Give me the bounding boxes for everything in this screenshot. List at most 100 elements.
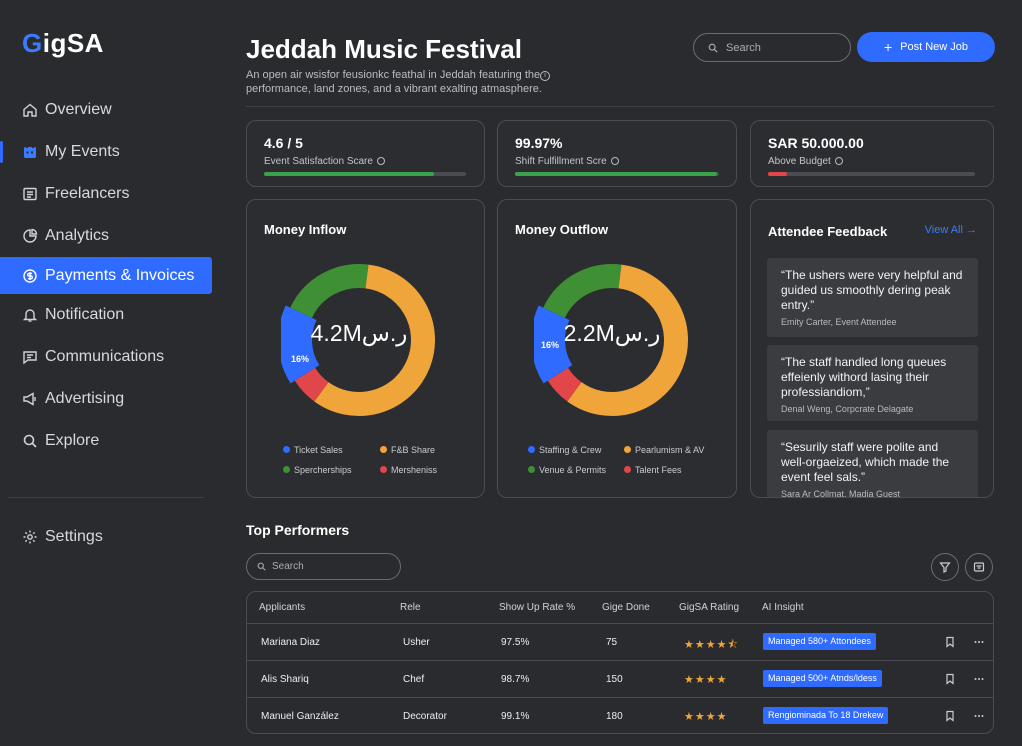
sidebar-item-notification[interactable]: Notification bbox=[0, 294, 212, 336]
filter-button[interactable] bbox=[931, 553, 959, 581]
megaphone-icon bbox=[22, 391, 38, 407]
quote-author: Sara Ar Collmat, Madia Guest bbox=[781, 489, 901, 498]
dollar-icon bbox=[22, 268, 38, 284]
column-header[interactable]: Rele bbox=[400, 602, 421, 613]
donut-segment-staffing-crew[interactable] bbox=[534, 305, 573, 384]
donut-segment-talent-fees[interactable] bbox=[547, 367, 582, 402]
search-icon bbox=[22, 433, 38, 449]
message-icon bbox=[22, 349, 38, 365]
column-header[interactable]: Gige Done bbox=[602, 602, 650, 613]
progress-fill bbox=[264, 172, 434, 176]
legend-item: Spercherships bbox=[283, 465, 352, 475]
table-row[interactable]: Mariana Diaz Usher 97.5% 75 ★★★★⯪ Manage… bbox=[247, 623, 993, 660]
sidebar-item-analytics[interactable]: Analytics bbox=[0, 215, 212, 257]
legend-label: Spercherships bbox=[294, 465, 352, 475]
outflow-total: 2.2Mر.س bbox=[563, 320, 661, 346]
id-card-icon bbox=[22, 186, 38, 202]
progress-fill bbox=[515, 172, 717, 176]
info-icon[interactable] bbox=[376, 157, 385, 165]
donut-segment-mersheniss[interactable] bbox=[294, 367, 329, 402]
legend-label: Venue & Permits bbox=[539, 465, 607, 475]
quote-author: Denal Weng, Corpcrate Delagate bbox=[781, 404, 914, 414]
table-row[interactable]: Alis Shariq Chef 98.7% 150 ★★★★ Managed … bbox=[247, 660, 993, 697]
ai-insight-badge: Managed 580+ Attondees bbox=[763, 633, 876, 650]
sidebar-item-payments[interactable]: Payments & Invoices bbox=[0, 257, 212, 294]
donut-segment-ticket-sales[interactable] bbox=[281, 305, 320, 384]
card-title: Money Outflow bbox=[515, 222, 609, 237]
donut-percent-label: 16% bbox=[291, 354, 310, 364]
donut-segment-spercherships[interactable] bbox=[290, 264, 369, 319]
more-icon[interactable] bbox=[973, 636, 985, 648]
header-search-input[interactable]: Search bbox=[693, 33, 851, 62]
page-subtitle: An open air wsisfor feusionkc feathal in… bbox=[246, 69, 542, 95]
legend-dot bbox=[380, 446, 387, 453]
sidebar-nav: Overview My Events Freelancers Analytics… bbox=[0, 89, 212, 462]
column-header[interactable]: GigSA Rating bbox=[679, 602, 740, 613]
attendee-feedback-card: Attendee Feedback View All → “The ushers… bbox=[750, 199, 994, 498]
bookmark-icon[interactable] bbox=[944, 673, 956, 685]
legend-dot bbox=[283, 446, 290, 453]
sidebar-item-communications[interactable]: Communications bbox=[0, 336, 212, 378]
money-outflow-card: Money Outflow 2.2Mر.س 16% Staffing & Cre… bbox=[497, 199, 737, 498]
stat-label: Above Budget bbox=[768, 156, 843, 167]
gear-icon bbox=[22, 529, 38, 545]
column-header[interactable]: AI Insight bbox=[762, 602, 804, 613]
section-title: Top Performers bbox=[246, 522, 350, 538]
bookmark-icon[interactable] bbox=[944, 710, 956, 722]
progress-bar bbox=[515, 172, 719, 176]
performers-table: Applicants Rele Show Up Rate % Gige Done… bbox=[246, 591, 994, 734]
sidebar: GigSA Overview My Events Freelancers Ana… bbox=[0, 0, 212, 746]
sidebar-item-advertising[interactable]: Advertising bbox=[0, 378, 212, 420]
gigs-done: 180 bbox=[606, 711, 623, 722]
view-all-link[interactable]: View All → bbox=[924, 224, 977, 236]
applicant-role: Chef bbox=[403, 674, 425, 685]
legend-label: Ticket Sales bbox=[294, 445, 343, 455]
export-button[interactable] bbox=[965, 553, 993, 581]
post-new-job-button[interactable]: + Post New Job bbox=[857, 32, 995, 62]
info-icon[interactable] bbox=[610, 157, 619, 165]
more-icon[interactable] bbox=[973, 673, 985, 685]
header-divider bbox=[246, 106, 994, 107]
donut-segment-venue-permits[interactable] bbox=[543, 264, 622, 319]
stat-label: Shift Fulfillment Scre bbox=[515, 156, 619, 167]
gigs-done: 150 bbox=[606, 674, 623, 685]
legend-item: Staffing & Crew bbox=[528, 445, 601, 455]
logo-g: G bbox=[22, 28, 43, 58]
analytics-icon bbox=[22, 228, 38, 244]
info-icon[interactable]: i bbox=[540, 71, 550, 81]
sidebar-item-my-events[interactable]: My Events bbox=[0, 131, 212, 173]
show-up-rate: 99.1% bbox=[501, 711, 530, 722]
card-title: Money Inflow bbox=[264, 222, 347, 237]
sidebar-item-label: Notification bbox=[45, 306, 125, 323]
column-header[interactable]: Applicants bbox=[259, 602, 306, 613]
quote-text: “The ushers were very helpful and guided… bbox=[781, 268, 963, 312]
rating-stars: ★★★★⯪ bbox=[684, 639, 739, 651]
legend-dot bbox=[528, 446, 535, 453]
sidebar-item-settings[interactable]: Settings bbox=[0, 516, 212, 558]
more-icon[interactable] bbox=[973, 710, 985, 722]
column-header[interactable]: Show Up Rate % bbox=[499, 602, 576, 613]
donut-segment-f-b-share[interactable] bbox=[314, 264, 435, 416]
sidebar-item-overview[interactable]: Overview bbox=[0, 89, 212, 131]
search-placeholder: Search bbox=[726, 41, 761, 54]
legend-label: F&B Share bbox=[391, 445, 436, 455]
bookmark-icon[interactable] bbox=[944, 636, 956, 648]
quote-text: “Sesurily staff were polite and well-org… bbox=[781, 440, 950, 484]
stat-value: 4.6 / 5 bbox=[264, 135, 303, 151]
donut-segment-pearlumism-av[interactable] bbox=[567, 264, 688, 416]
legend-label: Staffing & Crew bbox=[539, 445, 602, 455]
legend-dot bbox=[380, 466, 387, 473]
sidebar-item-freelancers[interactable]: Freelancers bbox=[0, 173, 212, 215]
sidebar-item-label: Settings bbox=[45, 528, 103, 545]
inflow-total: 4.2Mر.س bbox=[310, 320, 408, 346]
legend-item: F&B Share bbox=[380, 445, 435, 455]
table-row[interactable]: Manuel Ganzález Decorator 99.1% 180 ★★★★… bbox=[247, 697, 993, 733]
filter-icon bbox=[939, 562, 951, 573]
progress-fill bbox=[768, 172, 787, 176]
sidebar-item-label: Analytics bbox=[45, 227, 110, 244]
gigsa-logo[interactable]: GigSA bbox=[22, 28, 104, 59]
sidebar-item-explore[interactable]: Explore bbox=[0, 420, 212, 462]
performers-search-input[interactable]: Search bbox=[246, 553, 401, 580]
info-icon[interactable] bbox=[834, 157, 843, 165]
legend-item: Pearlumism & AV bbox=[624, 445, 704, 455]
